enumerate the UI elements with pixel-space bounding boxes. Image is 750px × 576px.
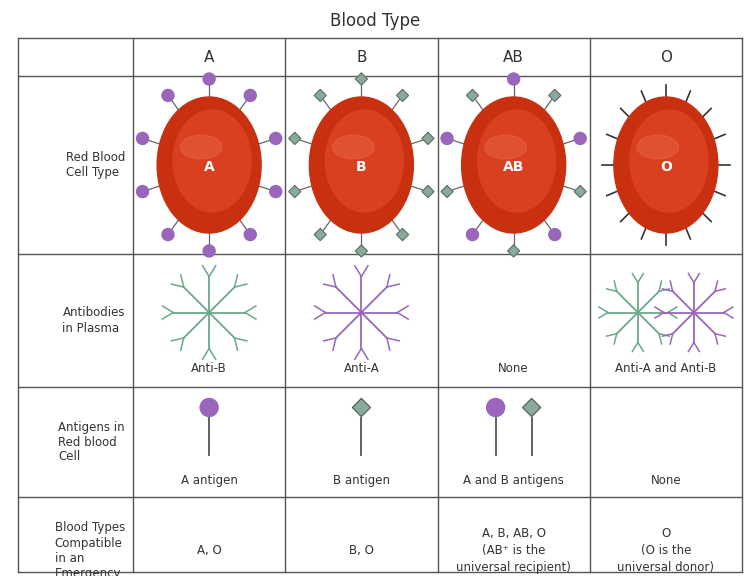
- Polygon shape: [289, 185, 301, 198]
- Text: O: O: [660, 50, 672, 65]
- Polygon shape: [466, 89, 478, 101]
- Text: B antigen: B antigen: [333, 474, 390, 487]
- Ellipse shape: [484, 135, 526, 159]
- Circle shape: [136, 132, 148, 145]
- Ellipse shape: [461, 97, 566, 233]
- Text: Anti-B: Anti-B: [191, 362, 227, 375]
- Circle shape: [487, 399, 505, 416]
- Text: Anti-A: Anti-A: [344, 362, 380, 375]
- Text: A, O: A, O: [196, 544, 221, 557]
- Circle shape: [549, 229, 561, 241]
- Circle shape: [136, 185, 148, 198]
- Polygon shape: [441, 185, 453, 198]
- Circle shape: [466, 229, 478, 241]
- Circle shape: [508, 73, 520, 85]
- Ellipse shape: [332, 135, 374, 159]
- Circle shape: [441, 132, 453, 145]
- Polygon shape: [314, 229, 326, 241]
- Text: B: B: [356, 160, 367, 174]
- Circle shape: [200, 399, 218, 416]
- Polygon shape: [289, 132, 301, 145]
- Text: AB: AB: [503, 160, 524, 174]
- Polygon shape: [314, 89, 326, 101]
- Text: AB: AB: [503, 50, 524, 65]
- Polygon shape: [574, 185, 586, 198]
- Text: A: A: [204, 50, 214, 65]
- Circle shape: [244, 89, 256, 101]
- Ellipse shape: [478, 110, 556, 212]
- Circle shape: [270, 132, 282, 145]
- Text: Antibodies
in Plasma: Antibodies in Plasma: [62, 306, 125, 335]
- Polygon shape: [397, 89, 409, 101]
- Polygon shape: [356, 73, 368, 85]
- Ellipse shape: [326, 110, 404, 212]
- Text: Antigens in
Red blood
Cell: Antigens in Red blood Cell: [58, 420, 125, 464]
- Polygon shape: [352, 399, 370, 416]
- Circle shape: [244, 229, 256, 241]
- Ellipse shape: [180, 135, 222, 159]
- Text: B, O: B, O: [349, 544, 374, 557]
- Polygon shape: [523, 399, 541, 416]
- Text: Red Blood
Cell Type: Red Blood Cell Type: [66, 151, 125, 179]
- Text: Blood Types
Compatible
in an
Emergency: Blood Types Compatible in an Emergency: [55, 521, 125, 576]
- Text: Anti-A and Anti-B: Anti-A and Anti-B: [615, 362, 716, 375]
- Text: B: B: [356, 50, 367, 65]
- Circle shape: [203, 73, 215, 85]
- Text: O
(O is the
universal donor): O (O is the universal donor): [617, 527, 714, 574]
- Circle shape: [162, 89, 174, 101]
- Text: Blood Type: Blood Type: [330, 12, 420, 30]
- Polygon shape: [549, 89, 561, 101]
- Text: None: None: [498, 362, 529, 375]
- Polygon shape: [356, 245, 368, 257]
- Circle shape: [270, 185, 282, 198]
- Text: A: A: [204, 160, 214, 174]
- Polygon shape: [422, 185, 434, 198]
- Text: A and B antigens: A and B antigens: [464, 474, 564, 487]
- Polygon shape: [422, 132, 434, 145]
- Text: A, B, AB, O
(AB⁺ is the
universal recipient): A, B, AB, O (AB⁺ is the universal recipi…: [456, 527, 571, 574]
- Ellipse shape: [637, 135, 679, 159]
- Circle shape: [162, 229, 174, 241]
- Polygon shape: [508, 245, 520, 257]
- Polygon shape: [397, 229, 409, 241]
- Ellipse shape: [630, 110, 708, 212]
- Ellipse shape: [614, 97, 718, 233]
- Ellipse shape: [173, 110, 251, 212]
- Circle shape: [574, 132, 586, 145]
- Text: O: O: [660, 160, 672, 174]
- Ellipse shape: [158, 97, 261, 233]
- Text: None: None: [650, 474, 681, 487]
- Circle shape: [203, 245, 215, 257]
- Text: A antigen: A antigen: [181, 474, 238, 487]
- Ellipse shape: [309, 97, 413, 233]
